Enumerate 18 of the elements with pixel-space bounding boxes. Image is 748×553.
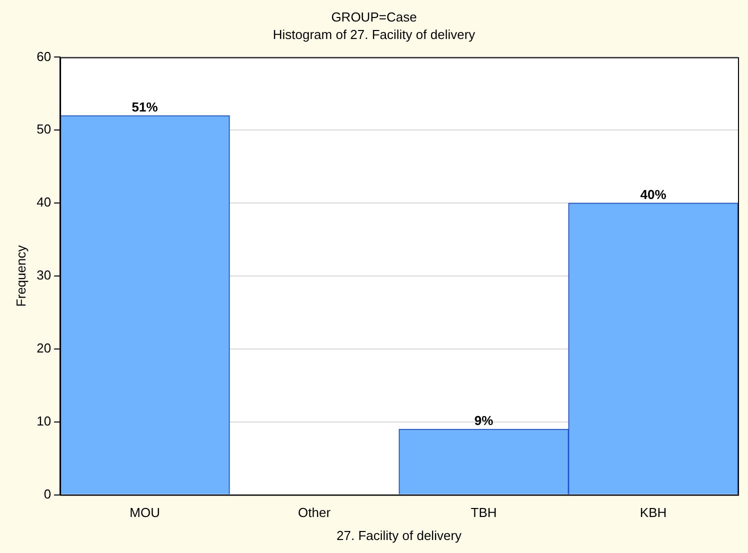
x-tick-label: TBH xyxy=(470,505,497,520)
y-tick-label: 20 xyxy=(36,340,52,356)
x-tick-label: Other xyxy=(298,505,332,520)
annotation: 51% xyxy=(132,100,158,115)
y-tick-label: 0 xyxy=(44,486,52,502)
x-tick-label: KBH xyxy=(640,505,667,520)
y-tick-label: 60 xyxy=(36,48,52,64)
x-tick-label: MOU xyxy=(130,505,160,520)
y-axis-title: Frequency xyxy=(13,244,28,307)
annotation: 9% xyxy=(474,413,494,428)
y-tick-label: 40 xyxy=(36,194,52,210)
y-tick-label: 50 xyxy=(36,122,52,137)
y-tick-label: 30 xyxy=(36,268,52,283)
y-tick-label: 10 xyxy=(36,413,52,428)
chart-title: GROUP=Case xyxy=(331,9,417,24)
chart-subtitle: Histogram of 27. Facility of delivery xyxy=(272,26,476,42)
x-axis-title: 27. Facility of delivery xyxy=(336,528,462,543)
annotation: 40% xyxy=(640,187,667,202)
